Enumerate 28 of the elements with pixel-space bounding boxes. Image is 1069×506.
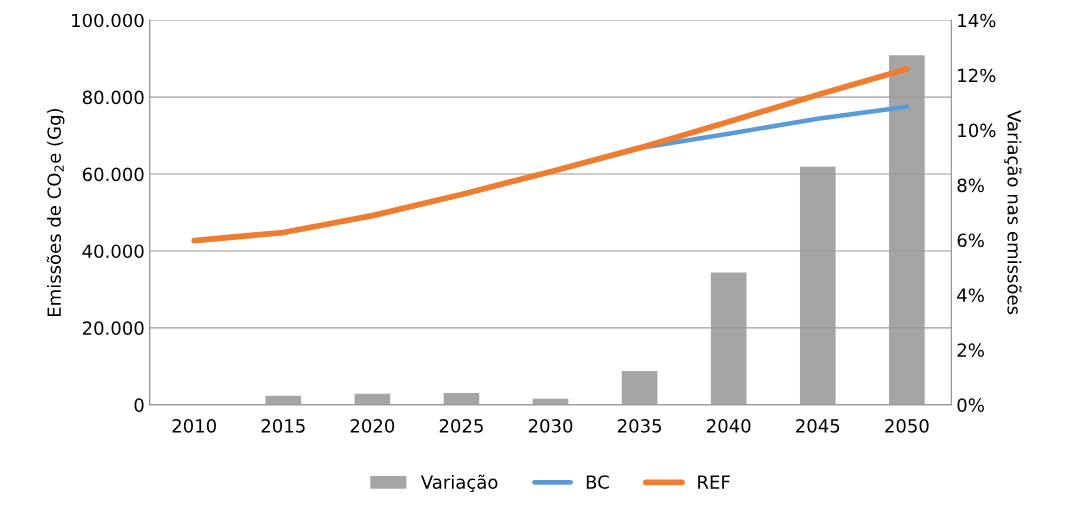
y-tick-label: 60.000 xyxy=(82,167,144,182)
legend-label: Variação xyxy=(421,474,498,493)
y-tick-label: 40.000 xyxy=(82,244,144,259)
y2-axis-title: Variação nas emissões xyxy=(1004,110,1022,315)
x-tick-label: 2010 xyxy=(172,419,216,433)
y2-tick-label: 8% xyxy=(957,178,984,193)
x-tick-label: 2035 xyxy=(617,419,662,433)
y2-tick-label: 6% xyxy=(957,233,984,248)
legend-label: REF xyxy=(698,475,730,489)
x-tick-label: 2020 xyxy=(350,419,395,433)
y2-tick-label: 2% xyxy=(957,343,984,357)
y-tick-label: 20.000 xyxy=(82,321,144,335)
y2-tick-label: 14% xyxy=(958,13,996,28)
x-tick-label: 2025 xyxy=(439,419,483,433)
x-tick-label: 2015 xyxy=(261,419,305,433)
x-tick-label: 2040 xyxy=(707,419,751,433)
y2-tick-label: 10% xyxy=(958,123,996,138)
x-tick-label: 2045 xyxy=(796,419,840,433)
y2-tick-label: 0% xyxy=(957,398,984,412)
y-tick-label: 80.000 xyxy=(82,90,144,105)
y2-tick-label: 12% xyxy=(958,68,996,83)
y-tick-label: 100.000 xyxy=(72,13,144,28)
x-tick-label: 2050 xyxy=(885,419,929,433)
y-axis-title: Emissões de CO$_{2}$e (Gg) xyxy=(46,108,65,317)
y-tick-label: 0 xyxy=(134,398,144,412)
legend-label: BC xyxy=(586,475,609,489)
y2-tick-label: 4% xyxy=(957,288,984,303)
x-tick-label: 2030 xyxy=(528,419,573,433)
